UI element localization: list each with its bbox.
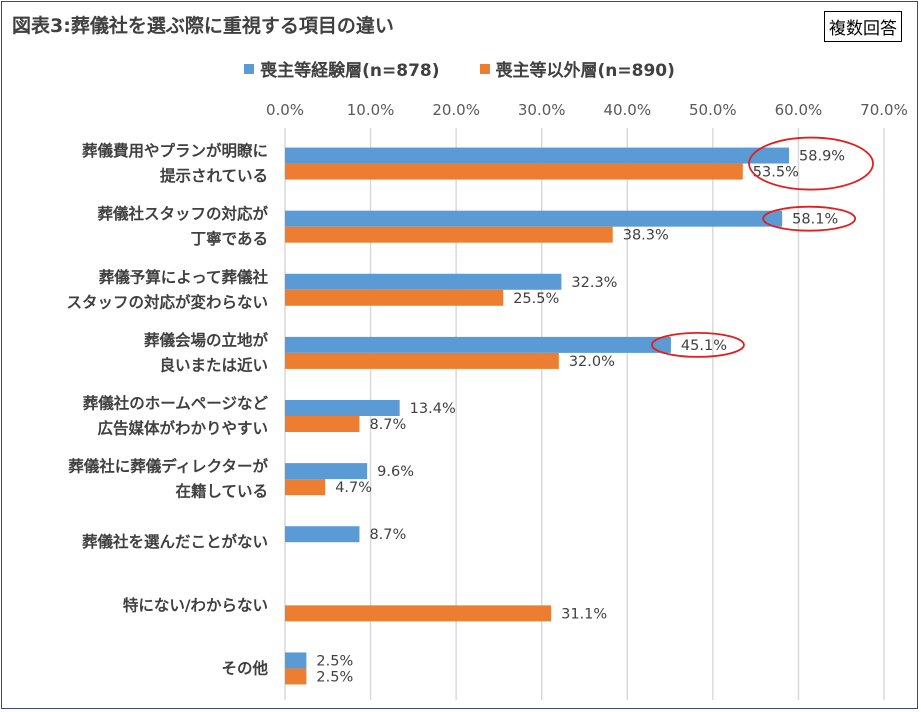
legend-swatch-series1 — [244, 63, 255, 74]
legend: 喪主等経験層(n=878) 喪主等以外層(n=890) — [2, 56, 917, 81]
bar-s2-8 — [285, 668, 307, 685]
data-label-s2-3: 32.0% — [569, 354, 615, 370]
category-label-3-1: 良いまたは近い — [159, 355, 268, 374]
data-label-s2-8: 2.5% — [316, 669, 353, 685]
data-label-s2-0: 53.5% — [753, 165, 799, 181]
highlight-ellipse-2 — [651, 331, 745, 358]
category-label-2-1: スタッフの対応が変わらない — [66, 292, 268, 311]
bar-s2-0 — [285, 163, 743, 180]
highlight-ellipse-1 — [762, 205, 857, 232]
bar-s1-1 — [285, 210, 783, 227]
bar-s2-1 — [285, 226, 613, 243]
bar-s2-2 — [285, 289, 504, 306]
data-label-s1-5: 9.6% — [377, 464, 414, 480]
x-tick-label-3: 30.0% — [518, 101, 566, 119]
x-tick-label-7: 70.0% — [860, 101, 908, 119]
data-label-s2-1: 38.3% — [623, 228, 669, 244]
category-label-2-0: 葬儀予算によって葬儀社 — [99, 267, 269, 286]
category-label-0-0: 葬儀費用やプランが明瞭に — [82, 141, 268, 160]
legend-item-series2: 喪主等以外層(n=890) — [479, 56, 675, 81]
bar-s2-5 — [285, 479, 326, 496]
data-label-s1-1: 58.1% — [792, 212, 838, 228]
category-label-3-0: 葬儀会場の立地が — [144, 330, 269, 349]
category-label-5-1: 在籍している — [175, 482, 268, 501]
bar-s1-2 — [285, 273, 562, 290]
category-label-1-1: 丁寧である — [191, 229, 268, 248]
x-tick-label-1: 10.0% — [347, 101, 395, 119]
category-label-6-0: 葬儀社を選んだことがない — [82, 532, 268, 551]
data-label-s1-6: 8.7% — [369, 527, 406, 543]
bar-s2-7 — [285, 605, 552, 622]
bar-s1-5 — [285, 463, 368, 480]
data-label-s1-4: 13.4% — [410, 401, 456, 417]
bar-s1-8 — [285, 652, 307, 669]
x-tick-label-6: 60.0% — [775, 101, 823, 119]
category-label-7-0: 特にない/わからない — [123, 595, 268, 614]
category-label-4-0: 葬儀社のホームページなど — [83, 394, 269, 413]
category-label-5-0: 葬儀社に葬儀ディレクターが — [68, 457, 268, 476]
legend-swatch-series2 — [479, 63, 490, 74]
bar-s1-0 — [285, 147, 790, 164]
bar-s1-3 — [285, 336, 671, 353]
legend-item-series1: 喪主等経験層(n=878) — [244, 56, 440, 81]
bar-s2-3 — [285, 352, 559, 369]
legend-label-series1: 喪主等経験層(n=878) — [260, 61, 440, 81]
x-tick-label-4: 40.0% — [603, 101, 651, 119]
category-label-4-1: 広告媒体がわかりやすい — [97, 419, 268, 438]
multiple-answer-badge: 複数回答 — [824, 11, 902, 42]
category-label-1-0: 葬儀社スタッフの対応が — [97, 204, 268, 223]
x-tick-label-2: 20.0% — [432, 101, 480, 119]
bar-s1-4 — [285, 400, 400, 416]
data-label-s1-3: 45.1% — [681, 338, 727, 354]
data-label-s2-2: 25.5% — [513, 291, 559, 307]
category-label-8-0: その他 — [221, 658, 268, 677]
data-label-s1-8: 2.5% — [316, 653, 353, 669]
data-label-s2-4: 8.7% — [369, 417, 406, 433]
x-tick-label-5: 50.0% — [689, 101, 737, 119]
highlight-ellipse-0 — [748, 136, 874, 191]
category-label-0-1: 提示されている — [160, 167, 268, 185]
data-label-s2-5: 4.7% — [335, 480, 372, 496]
legend-label-series2: 喪主等以外層(n=890) — [495, 61, 675, 81]
x-tick-label-0: 0.0% — [266, 101, 304, 119]
chart-title: 図表3:葬儀社を選ぶ際に重視する項目の違い — [12, 15, 394, 37]
data-label-s1-2: 32.3% — [571, 275, 617, 291]
bar-s2-4 — [285, 416, 360, 432]
data-label-s1-0: 58.9% — [799, 149, 845, 165]
data-label-s2-7: 31.1% — [561, 606, 607, 622]
bar-s1-6 — [285, 526, 360, 543]
